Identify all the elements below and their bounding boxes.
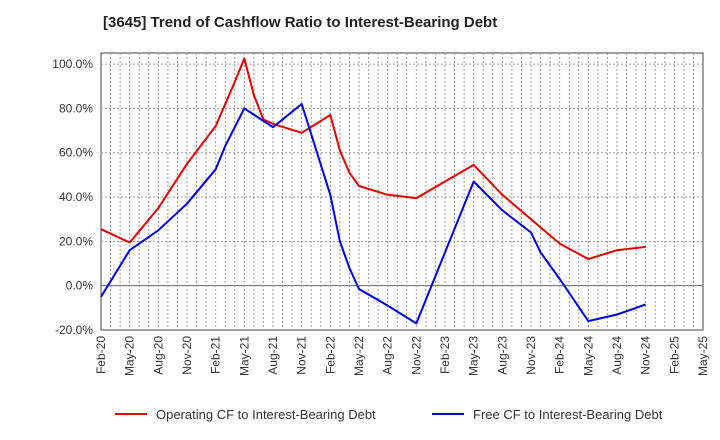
x-tick-label: May-24 (581, 336, 595, 376)
series-line-2 (100, 103, 647, 325)
y-tick-label: 80.0% (59, 101, 93, 115)
y-tick-label: 100.0% (52, 57, 93, 71)
x-tick-label: Nov-22 (409, 336, 423, 375)
y-tick-label: 60.0% (59, 146, 93, 160)
x-tick-label: Aug-22 (381, 336, 395, 375)
x-tick-label: Feb-22 (323, 336, 337, 374)
plot-area (100, 52, 704, 331)
x-tick-label: May-22 (352, 336, 366, 376)
x-tick-label: Nov-23 (524, 336, 538, 375)
x-tick-label: Feb-20 (94, 336, 108, 374)
y-tick-label: 20.0% (59, 234, 93, 248)
x-tick-label: May-21 (237, 336, 251, 376)
x-tick-label: Aug-23 (495, 336, 509, 375)
x-tick-label: May-20 (123, 336, 137, 376)
x-tick-label: Nov-21 (295, 336, 309, 375)
legend-label-2: Free CF to Interest-Bearing Debt (473, 407, 663, 422)
series-line-1 (100, 57, 646, 261)
y-tick-label: -20.0% (55, 323, 93, 337)
x-tick-label: Aug-24 (610, 336, 624, 375)
chart-title: [3645] Trend of Cashflow Ratio to Intere… (103, 14, 498, 31)
x-tick-label: Aug-20 (151, 336, 165, 375)
x-tick-label: Aug-21 (266, 336, 280, 375)
legend-label-1: Operating CF to Interest-Bearing Debt (156, 407, 376, 422)
x-tick-label: Feb-24 (553, 336, 567, 374)
x-tick-label: Feb-23 (438, 336, 452, 374)
x-tick-label: May-23 (467, 336, 481, 376)
x-tick-label: May-25 (696, 336, 710, 376)
x-tick-label: Feb-21 (209, 336, 223, 374)
x-tick-label: Feb-25 (667, 336, 681, 374)
x-tick-label: Nov-24 (639, 336, 653, 375)
y-tick-label: 40.0% (59, 190, 93, 204)
y-tick-label: 0.0% (66, 279, 94, 293)
x-tick-label: Nov-20 (180, 336, 194, 375)
